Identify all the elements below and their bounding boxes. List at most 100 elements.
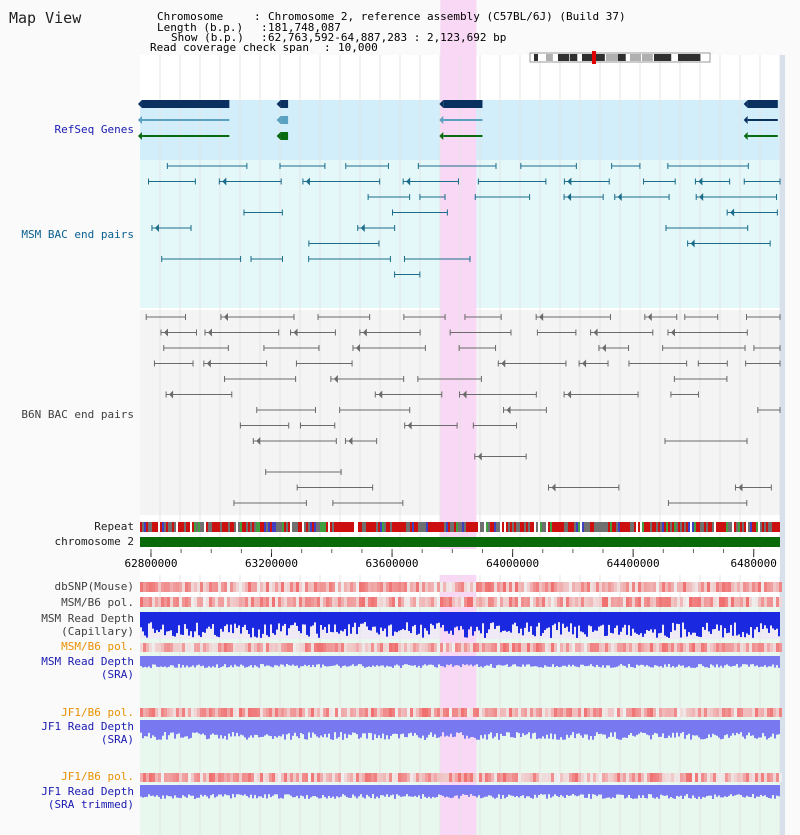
msm-capillary-depth-bar bbox=[282, 612, 284, 626]
jf1-trimmed-depth-bar bbox=[324, 785, 326, 798]
msm-b6-pol-heat-cell bbox=[491, 597, 494, 607]
dbsnp-heat-cell bbox=[479, 582, 482, 592]
jf1-sra-depth-bar bbox=[520, 720, 522, 738]
repeat-feature bbox=[542, 522, 544, 532]
dbsnp-heat-cell bbox=[650, 582, 653, 592]
msm-b6-pol2-heat-cell bbox=[428, 643, 431, 652]
repeat-feature bbox=[518, 522, 520, 532]
jf1-b6-pol2-heat-cell bbox=[335, 773, 338, 782]
msm-capillary-depth-bar bbox=[254, 612, 256, 637]
dbsnp-heat-cell bbox=[347, 582, 350, 592]
track-label-msm-b6-pol-1[interactable]: MSM/B6 pol. bbox=[61, 596, 134, 609]
jf1-b6-pol-heat-cell bbox=[554, 708, 557, 717]
msm-capillary-depth-bar bbox=[378, 612, 380, 635]
repeat-feature bbox=[362, 522, 364, 532]
jf1-sra-depth-bar bbox=[488, 720, 490, 735]
msm-b6-pol2-heat-cell bbox=[308, 643, 311, 652]
jf1-trimmed-depth-bar bbox=[510, 785, 512, 796]
jf1-sra-depth-bar bbox=[640, 720, 642, 733]
repeat-feature bbox=[312, 522, 314, 532]
track-label-msm-depth-capillary[interactable]: MSM Read Depth bbox=[41, 612, 134, 625]
msm-b6-pol2-heat-cell bbox=[176, 643, 179, 652]
jf1-b6-pol2-heat-cell bbox=[674, 773, 677, 782]
jf1-trimmed-depth-bar bbox=[686, 785, 688, 795]
msm-b6-pol2-heat-cell bbox=[605, 643, 608, 652]
jf1-b6-pol2-heat-cell bbox=[170, 773, 173, 782]
track-label-jf1-depth-trimmed[interactable]: JF1 Read Depth bbox=[41, 785, 134, 798]
msm-b6-pol-heat-cell bbox=[653, 597, 656, 607]
jf1-b6-pol2-heat-cell bbox=[773, 773, 776, 782]
msm-capillary-depth-bar bbox=[322, 612, 324, 630]
repeat-feature bbox=[280, 522, 282, 532]
msm-capillary-depth-bar bbox=[514, 612, 516, 623]
jf1-sra-depth-bar bbox=[144, 720, 146, 737]
track-label-repeat[interactable]: Repeat bbox=[94, 520, 134, 533]
jf1-trimmed-depth-bar bbox=[212, 785, 214, 795]
repeat-feature bbox=[488, 522, 490, 532]
repeat-feature bbox=[564, 522, 566, 532]
jf1-trimmed-depth-bar bbox=[282, 785, 284, 799]
track-label-msm-b6-pol-2[interactable]: MSM/B6 pol. bbox=[61, 640, 134, 653]
msm-sra-depth-bar bbox=[772, 656, 774, 665]
repeat-feature bbox=[192, 522, 194, 532]
jf1-b6-pol-heat-cell bbox=[344, 708, 347, 717]
track-label-b6n-bac-end-pairs[interactable]: B6N BAC end pairs bbox=[21, 408, 134, 421]
dbsnp-heat-cell bbox=[227, 582, 230, 592]
jf1-trimmed-depth-bar bbox=[752, 785, 754, 795]
dbsnp-heat-cell bbox=[323, 582, 326, 592]
repeat-feature bbox=[438, 522, 440, 532]
msm-b6-pol-heat-cell bbox=[269, 597, 272, 607]
repeat-feature bbox=[194, 522, 196, 532]
jf1-trimmed-depth-bar bbox=[284, 785, 286, 795]
msm-capillary-depth-bar bbox=[744, 612, 746, 638]
repeat-feature bbox=[684, 522, 686, 532]
jf1-sra-depth-bar bbox=[644, 720, 646, 733]
track-label-jf1-b6-pol-2[interactable]: JF1/B6 pol. bbox=[61, 770, 134, 783]
jf1-b6-pol2-heat-cell bbox=[284, 773, 287, 782]
jf1-b6-pol2-heat-cell bbox=[185, 773, 188, 782]
jf1-sra-depth-bar bbox=[632, 720, 634, 736]
track-label-jf1-depth-sra[interactable]: JF1 Read Depth bbox=[41, 720, 134, 733]
jf1-b6-pol-heat-cell bbox=[263, 708, 266, 717]
track-label-refseq-genes[interactable]: RefSeq Genes bbox=[54, 123, 134, 136]
msm-sra-depth-bar bbox=[736, 656, 738, 665]
msm-b6-pol-heat-cell bbox=[608, 597, 611, 607]
msm-sra-depth-bar bbox=[504, 656, 506, 666]
msm-capillary-depth-bar bbox=[562, 612, 564, 624]
track-label-msm-depth-sra[interactable]: MSM Read Depth bbox=[41, 655, 134, 668]
dbsnp-heat-cell bbox=[404, 582, 407, 592]
msm-capillary-depth-bar bbox=[468, 612, 470, 630]
msm-b6-pol2-heat-cell bbox=[422, 643, 425, 652]
jf1-b6-pol-heat-cell bbox=[167, 708, 170, 717]
msm-sra-depth-bar bbox=[546, 656, 548, 667]
repeat-feature bbox=[464, 522, 466, 532]
jf1-b6-pol-heat-cell bbox=[188, 708, 191, 717]
track-label-chromosome[interactable]: chromosome 2 bbox=[54, 535, 134, 548]
jf1-b6-pol-heat-cell bbox=[644, 708, 647, 717]
jf1-b6-pol2-heat-cell bbox=[314, 773, 317, 782]
jf1-trimmed-depth-bar bbox=[718, 785, 720, 796]
jf1-sra-depth-bar bbox=[608, 720, 610, 737]
jf1-b6-pol2-heat-cell bbox=[224, 773, 227, 782]
msm-b6-pol-heat-cell bbox=[557, 597, 560, 607]
jf1-trimmed-depth-bar bbox=[710, 785, 712, 796]
jf1-b6-pol-heat-cell bbox=[461, 708, 464, 717]
msm-sra-depth-bar bbox=[494, 656, 496, 668]
msm-b6-pol2-heat-cell bbox=[236, 643, 239, 652]
msm-b6-pol-heat-cell bbox=[344, 597, 347, 607]
jf1-trimmed-depth-bar bbox=[350, 785, 352, 798]
msm-sra-depth-bar bbox=[674, 656, 676, 668]
repeat-feature bbox=[674, 522, 676, 532]
msm-capillary-depth-bar bbox=[586, 612, 588, 637]
msm-b6-pol-heat-cell bbox=[443, 597, 446, 607]
track-label-msm-bac-end-pairs[interactable]: MSM BAC end pairs bbox=[21, 228, 134, 241]
track-label-dbsnp[interactable]: dbSNP(Mouse) bbox=[54, 580, 134, 593]
jf1-b6-pol2-heat-cell bbox=[560, 773, 563, 782]
jf1-b6-pol2-heat-cell bbox=[401, 773, 404, 782]
repeat-feature bbox=[730, 522, 732, 532]
track-label-jf1-b6-pol-1[interactable]: JF1/B6 pol. bbox=[61, 706, 134, 719]
jf1-trimmed-depth-bar bbox=[516, 785, 518, 796]
dbsnp-heat-cell bbox=[629, 582, 632, 592]
jf1-trimmed-depth-bar bbox=[704, 785, 706, 798]
repeat-feature bbox=[400, 522, 402, 532]
